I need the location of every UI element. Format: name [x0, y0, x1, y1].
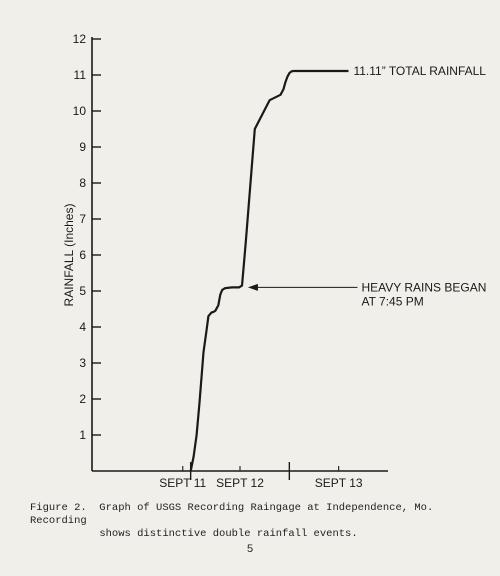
y-tick-label: 3	[79, 356, 86, 370]
y-tick-label: 10	[73, 104, 87, 118]
y-tick-label: 9	[79, 140, 86, 154]
y-tick-label: 2	[79, 392, 86, 406]
rainfall-series-line	[189, 69, 349, 472]
annotation-label: 11.11” TOTAL RAINFALL	[353, 64, 486, 78]
y-tick-label: 6	[79, 248, 86, 262]
y-tick-label: 1	[79, 428, 86, 442]
annotation-arrowhead	[247, 283, 258, 291]
page-number: 5	[246, 544, 254, 556]
x-tick-label: SEPT 13	[315, 476, 363, 490]
y-tick-label: 4	[79, 320, 86, 334]
x-tick-label: SEPT 11	[159, 476, 206, 490]
x-tick-label: SEPT 12	[216, 476, 264, 490]
y-tick-label: 12	[73, 32, 87, 46]
y-tick-label: 11	[74, 68, 87, 82]
annotation-label: HEAVY RAINS BEGAN	[361, 280, 486, 294]
annotation-label: AT 7:45 PM	[361, 294, 423, 308]
y-tick-label: 5	[79, 284, 86, 298]
y-axis-title: RAINFALL (Inches)	[62, 204, 76, 307]
y-tick-label: 7	[79, 212, 86, 226]
figure-caption: Figure 2. Graph of USGS Recording Rainga…	[30, 502, 434, 540]
y-tick-label: 8	[79, 176, 86, 190]
